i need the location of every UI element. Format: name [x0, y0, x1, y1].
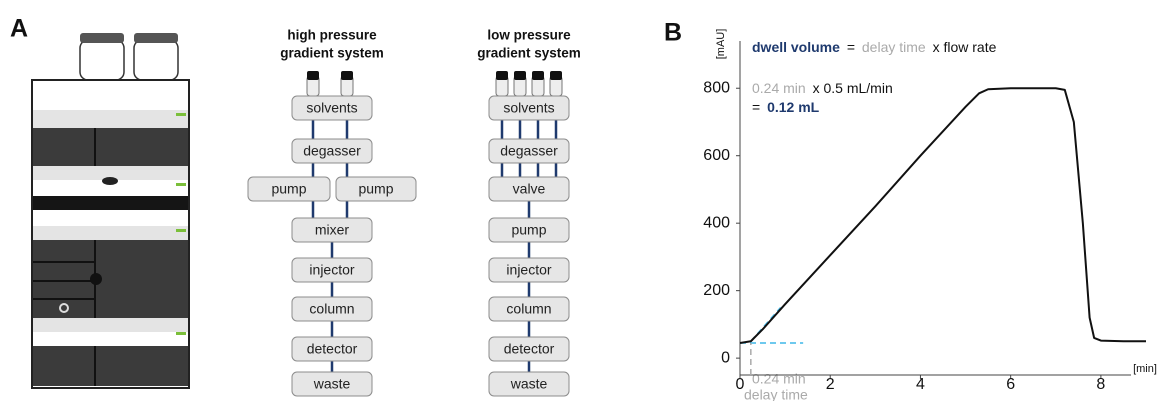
node-label: pump — [358, 181, 393, 197]
node-label: detector — [504, 341, 555, 357]
y-tick-label: 200 — [703, 282, 730, 299]
node-label: solvents — [306, 100, 357, 116]
annotation: 0.12 mL — [767, 99, 820, 115]
node-box — [488, 371, 570, 397]
result: = 0.12 mL — [752, 99, 820, 115]
node-label: waste — [510, 376, 548, 392]
node-label: pump — [271, 181, 306, 197]
node-box — [488, 138, 570, 164]
node-label: detector — [307, 341, 358, 357]
panel-label: B — [664, 19, 682, 47]
diagram-title: gradient system — [477, 46, 581, 61]
node-box — [291, 95, 373, 121]
diagram-title: gradient system — [280, 46, 384, 61]
node-box — [247, 176, 331, 202]
node-label: pump — [511, 222, 546, 238]
node-box — [488, 257, 570, 283]
instrument — [31, 33, 190, 389]
y-tick-label: 0 — [721, 349, 730, 366]
node-box — [291, 138, 373, 164]
x-axis-label: [min] — [1133, 363, 1157, 375]
node-label: degasser — [500, 143, 558, 159]
annotation: dwell volume — [752, 39, 840, 55]
node-box — [488, 217, 570, 243]
annotation: 0.24 min — [752, 371, 806, 387]
node-label: solvents — [503, 100, 554, 116]
annotation: = — [847, 39, 855, 55]
node-label: waste — [313, 376, 351, 392]
node-label: mixer — [315, 222, 350, 238]
annotation: x flow rate — [933, 39, 997, 55]
node-box — [291, 257, 373, 283]
node-box — [335, 176, 417, 202]
annotation: delay time — [744, 387, 808, 401]
annotation: delay time — [862, 39, 926, 55]
diagram-title: low pressure — [487, 28, 571, 43]
x-tick-label: 0 — [736, 376, 745, 393]
node-label: injector — [506, 262, 551, 278]
node-box — [488, 176, 570, 202]
data-line — [739, 87, 1146, 344]
y-axis-label: [mAU] — [715, 29, 727, 60]
node-box — [488, 95, 570, 121]
node-box — [291, 217, 373, 243]
y-tick-label: 400 — [703, 214, 730, 231]
node-box — [488, 296, 570, 322]
guide-line — [750, 307, 782, 342]
annotation: x 0.5 mL/min — [813, 80, 893, 96]
panel-label: A — [10, 15, 28, 43]
calculation: 0.24 min x 0.5 mL/min — [752, 80, 893, 96]
diagram-title: high pressure — [287, 28, 377, 43]
annotation: 0.24 min — [752, 80, 806, 96]
node-label: degasser — [303, 143, 361, 159]
node-box — [291, 336, 373, 362]
x-tick-label: 4 — [916, 376, 925, 393]
annotation: = — [752, 99, 760, 115]
x-tick-label: 8 — [1096, 376, 1105, 393]
node-label: column — [309, 301, 354, 317]
y-tick-label: 600 — [703, 147, 730, 164]
y-tick-label: 800 — [703, 79, 730, 96]
equation: dwell volume = delay time x flow rate — [752, 39, 997, 55]
node-label: injector — [309, 262, 354, 278]
x-tick-label: 6 — [1006, 376, 1015, 393]
x-tick-label: 2 — [826, 376, 835, 393]
vials — [306, 71, 563, 97]
node-box — [291, 371, 373, 397]
node-label: valve — [513, 181, 546, 197]
node-box — [488, 336, 570, 362]
node-label: column — [506, 301, 551, 317]
node-box — [291, 296, 373, 322]
